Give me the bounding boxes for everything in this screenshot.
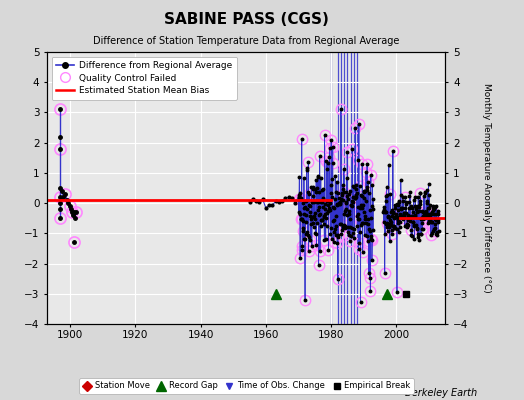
Legend: Station Move, Record Gap, Time of Obs. Change, Empirical Break: Station Move, Record Gap, Time of Obs. C… xyxy=(79,378,413,394)
Text: Berkeley Earth: Berkeley Earth xyxy=(405,388,477,398)
Text: SABINE PASS (CGS): SABINE PASS (CGS) xyxy=(164,12,329,27)
Legend: Difference from Regional Average, Quality Control Failed, Estimated Station Mean: Difference from Regional Average, Qualit… xyxy=(52,56,236,100)
Text: Difference of Station Temperature Data from Regional Average: Difference of Station Temperature Data f… xyxy=(93,36,399,46)
Y-axis label: Monthly Temperature Anomaly Difference (°C): Monthly Temperature Anomaly Difference (… xyxy=(482,83,492,293)
